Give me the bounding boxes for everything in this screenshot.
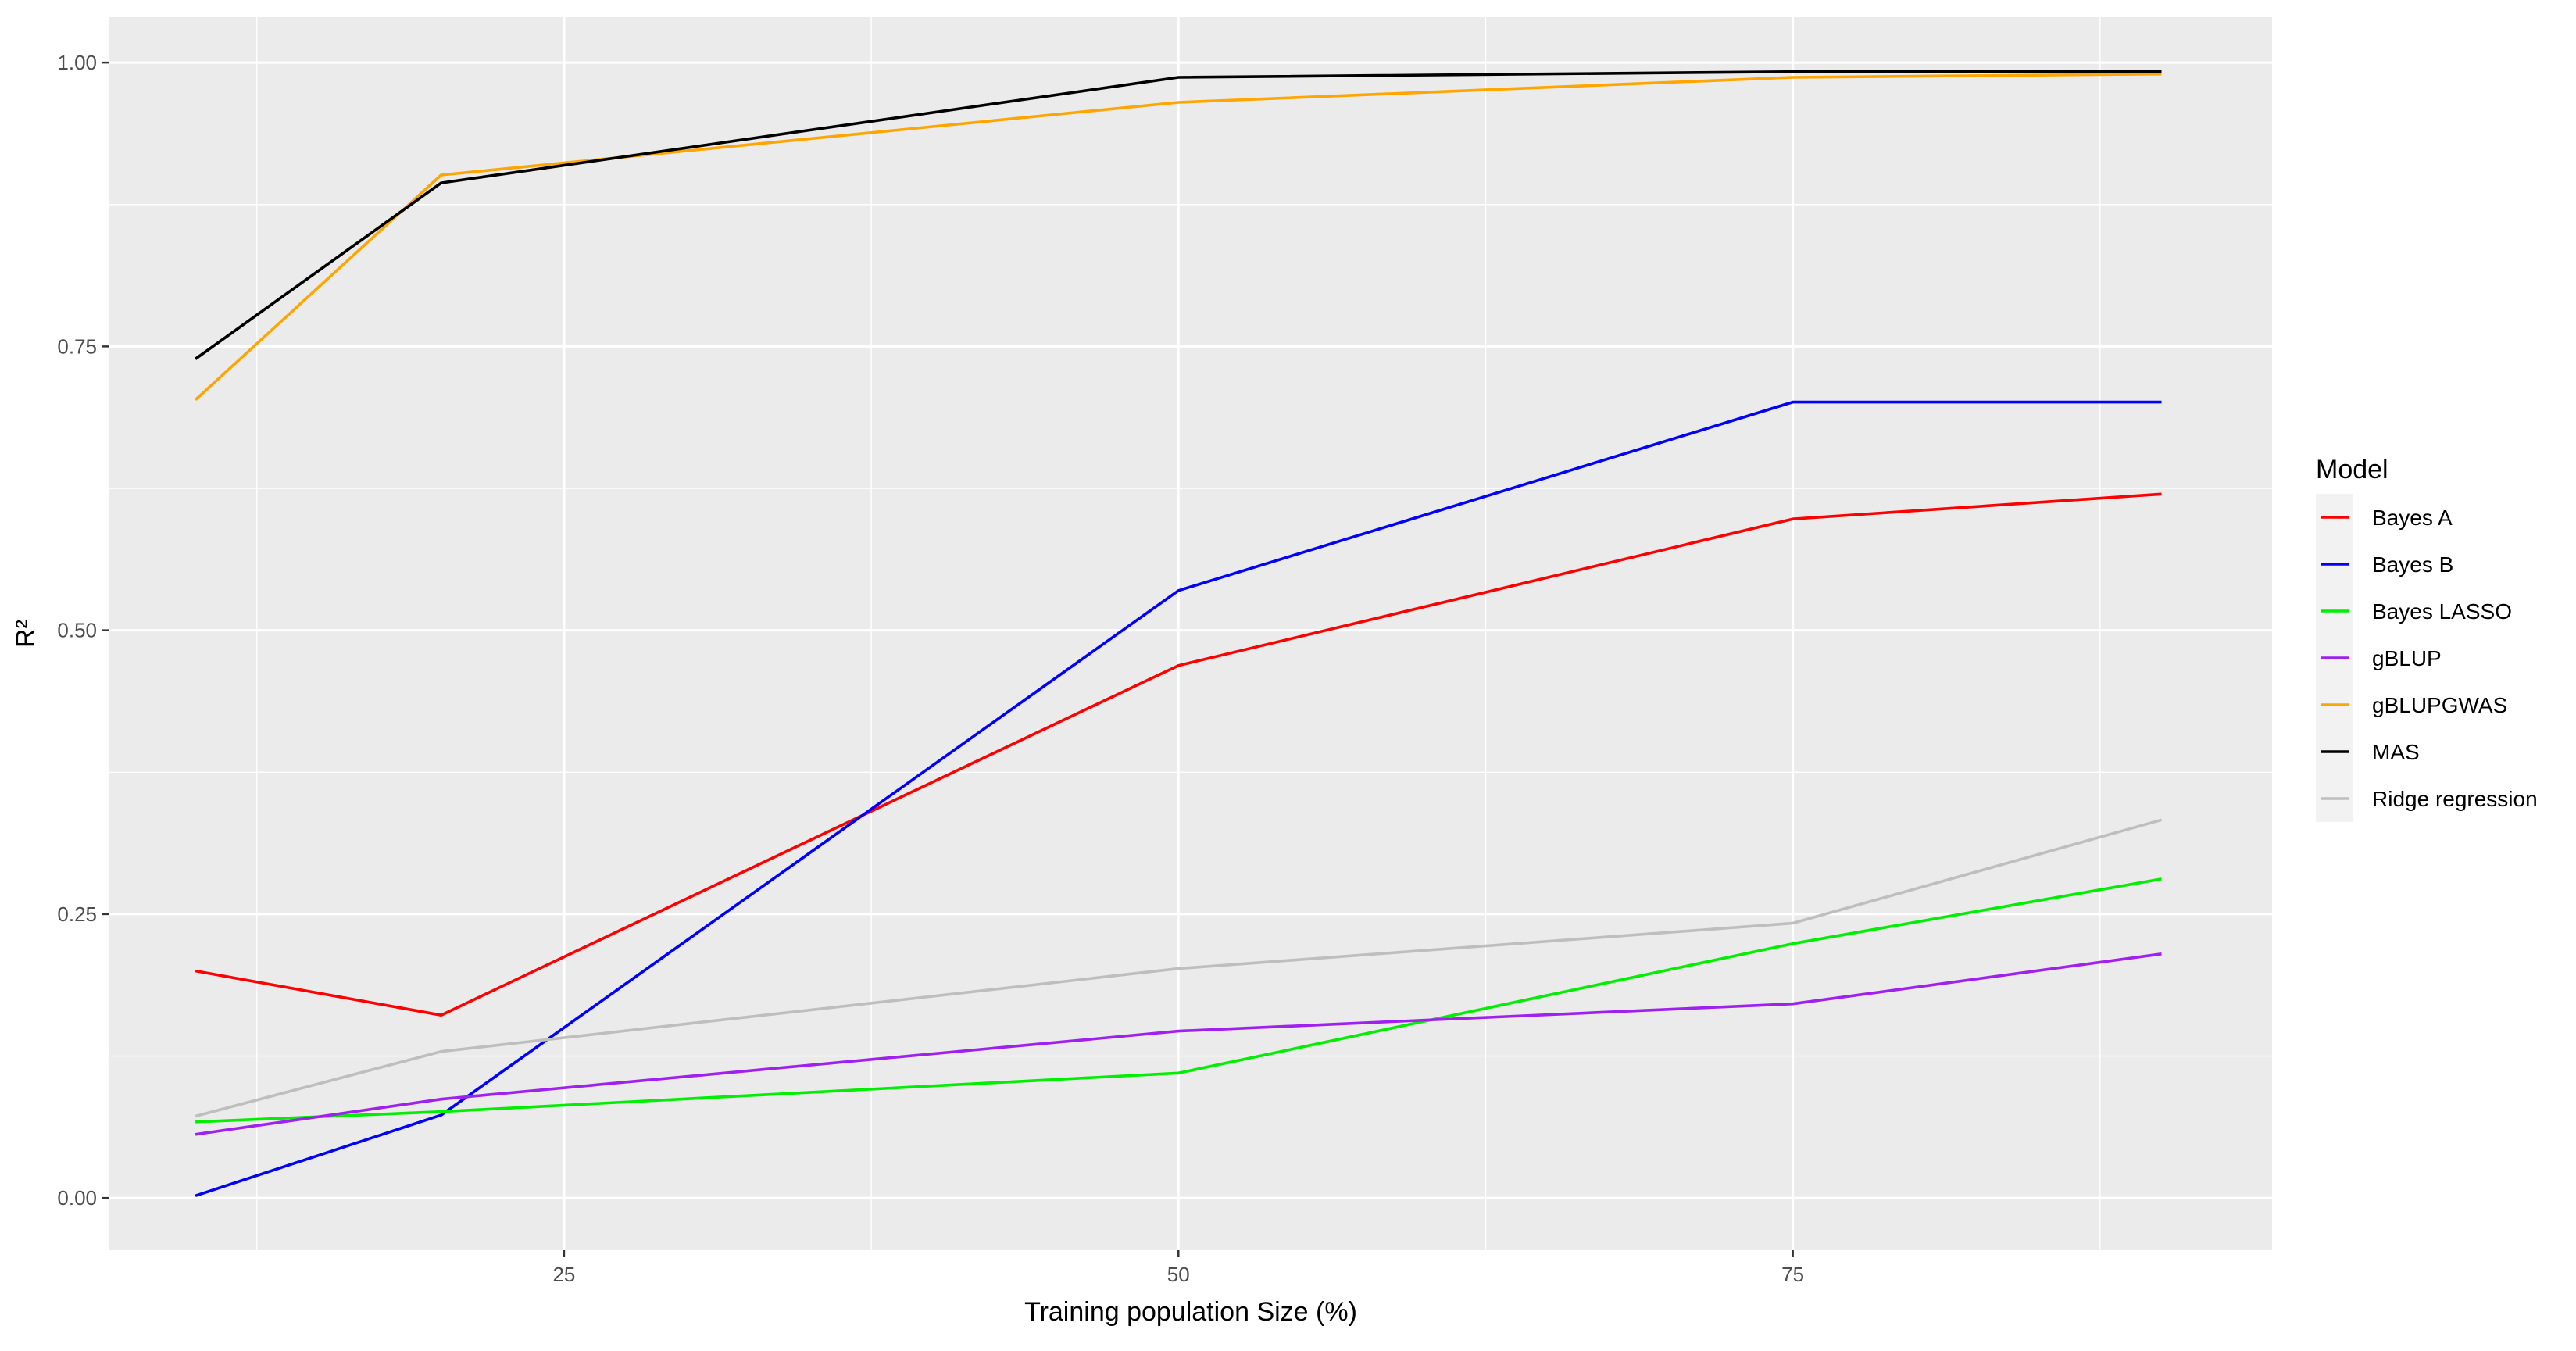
x-axis-title: Training population Size (%) — [1024, 1297, 1357, 1327]
legend-label-bayes-lasso: Bayes LASSO — [2372, 599, 2512, 624]
y-axis-title: R² — [11, 620, 41, 648]
y-tick-label: 0.75 — [57, 334, 97, 358]
y-tick-label: 0.50 — [57, 619, 97, 642]
series-line-gblup — [195, 952, 2162, 1136]
legend-title: Model — [2316, 455, 2388, 484]
x-axis: 25 50 75 — [552, 1250, 1804, 1286]
legend-label-gblup: gBLUP — [2372, 646, 2442, 670]
series-line-bayes-lasso — [195, 877, 2162, 1124]
x-tick-label: 25 — [552, 1263, 575, 1286]
series-line-bayes-b — [195, 400, 2162, 1198]
x-tick-label: 75 — [1781, 1263, 1804, 1286]
series-lines — [194, 70, 2162, 1198]
series-line-gblupgwas — [194, 72, 2162, 402]
x-tick-label: 50 — [1167, 1263, 1190, 1286]
legend-label-bayes-b: Bayes B — [2372, 552, 2453, 577]
plot-panel — [109, 17, 2272, 1250]
series-line-ridge-regression — [195, 818, 2162, 1118]
legend: Model Bayes A Bayes B Bayes LASSO gBLUP gBLU… — [2316, 455, 2538, 822]
major-gridlines — [109, 17, 2272, 1250]
y-tick-label: 1.00 — [57, 51, 97, 74]
y-tick-label: 0.00 — [57, 1186, 97, 1210]
legend-label-gblupgwas: gBLUPGWAS — [2372, 693, 2507, 717]
y-tick-label: 0.25 — [57, 902, 97, 926]
series-line-mas — [195, 70, 2162, 360]
legend-label-ridge-regression: Ridge regression — [2372, 787, 2538, 811]
minor-gridlines — [109, 17, 2272, 1250]
y-axis: 0.00 0.25 0.50 0.75 1.00 — [57, 51, 109, 1210]
legend-label-bayes-a: Bayes A — [2372, 506, 2453, 530]
legend-label-mas: MAS — [2372, 740, 2420, 764]
series-line-bayes-a — [195, 492, 2162, 1017]
